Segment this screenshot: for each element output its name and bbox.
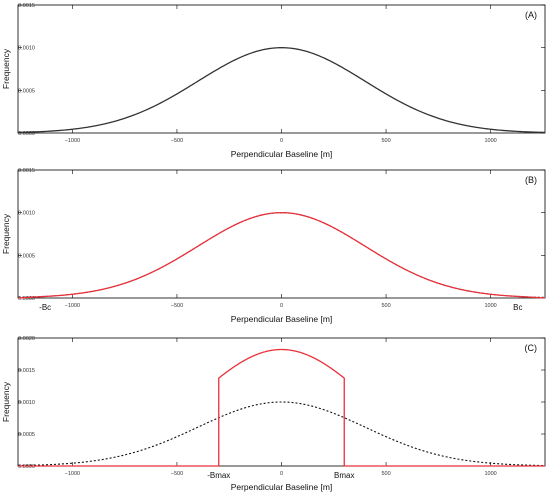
x-tick-label: 1000 [485,471,497,477]
y-axis-label: Frequency [1,213,11,254]
x-tick-label: −500 [171,138,183,144]
x-tick-label: −1000 [65,138,80,144]
y-tick-label: 0.0005 [18,432,35,438]
annotation-label: -Bmax [207,471,230,480]
y-tick-label: 0.0000 [18,296,35,302]
panel-label: (B) [525,175,537,185]
y-tick-label: 0.0005 [18,253,35,259]
y-tick-label: 0.0005 [18,88,35,94]
x-tick-label: −1000 [65,303,80,309]
x-tick-label: 500 [381,303,390,309]
y-axis-label: Frequency [1,381,11,422]
y-tick-label: 0.0010 [18,400,35,406]
x-tick-label: 1000 [485,303,497,309]
panel-label: (C) [525,343,538,353]
x-axis-label: Perpendicular Baseline [m] [231,314,333,324]
x-tick-label: −1000 [65,471,80,477]
x-tick-label: 0 [280,471,283,477]
annotation-label: Bc [513,303,522,312]
reference-curve [17,212,546,298]
x-tick-label: 500 [381,471,390,477]
y-tick-label: 0.0000 [18,131,35,137]
y-tick-label: 0.0015 [18,368,35,374]
x-tick-label: 1000 [485,138,497,144]
annotation-label: -Bc [39,303,51,312]
x-axis-label: Perpendicular Baseline [m] [231,149,333,159]
panel-c: −1000 −500 0 500 1000 0.0000 0.0005 0.0010 0.001… [1,336,546,492]
distribution-curve [18,348,545,467]
distribution-curve [17,47,546,134]
x-tick-label: −500 [171,471,183,477]
y-tick-label: 0.0015 [18,168,35,174]
x-axis-label: Perpendicular Baseline [m] [231,482,333,492]
y-tick-label: 0.0000 [18,464,35,470]
y-axis-label: Frequency [1,48,11,89]
y-tick-label: 0.0015 [18,3,35,9]
plot-frame [17,4,546,134]
panel-a: −1000 −500 0 500 1000 0.0000 0.0005 0.0010 0.001… [1,3,546,159]
reference-curve [17,401,546,467]
distribution-curve [17,212,546,299]
plot-frame [17,169,546,299]
panel-b: −1000 −500 0 500 1000 0.0000 0.0005 0.0010 0.001… [1,168,546,324]
annotation-label: Bmax [334,471,354,480]
y-tick-label: 0.0010 [18,46,35,52]
x-tick-label: 500 [381,138,390,144]
y-tick-label: 0.0010 [18,211,35,217]
x-tick-label: 0 [280,303,283,309]
x-tick-label: 0 [280,138,283,144]
x-tick-label: −500 [171,303,183,309]
y-tick-label: 0.0020 [18,336,35,342]
panel-label: (A) [525,10,537,20]
